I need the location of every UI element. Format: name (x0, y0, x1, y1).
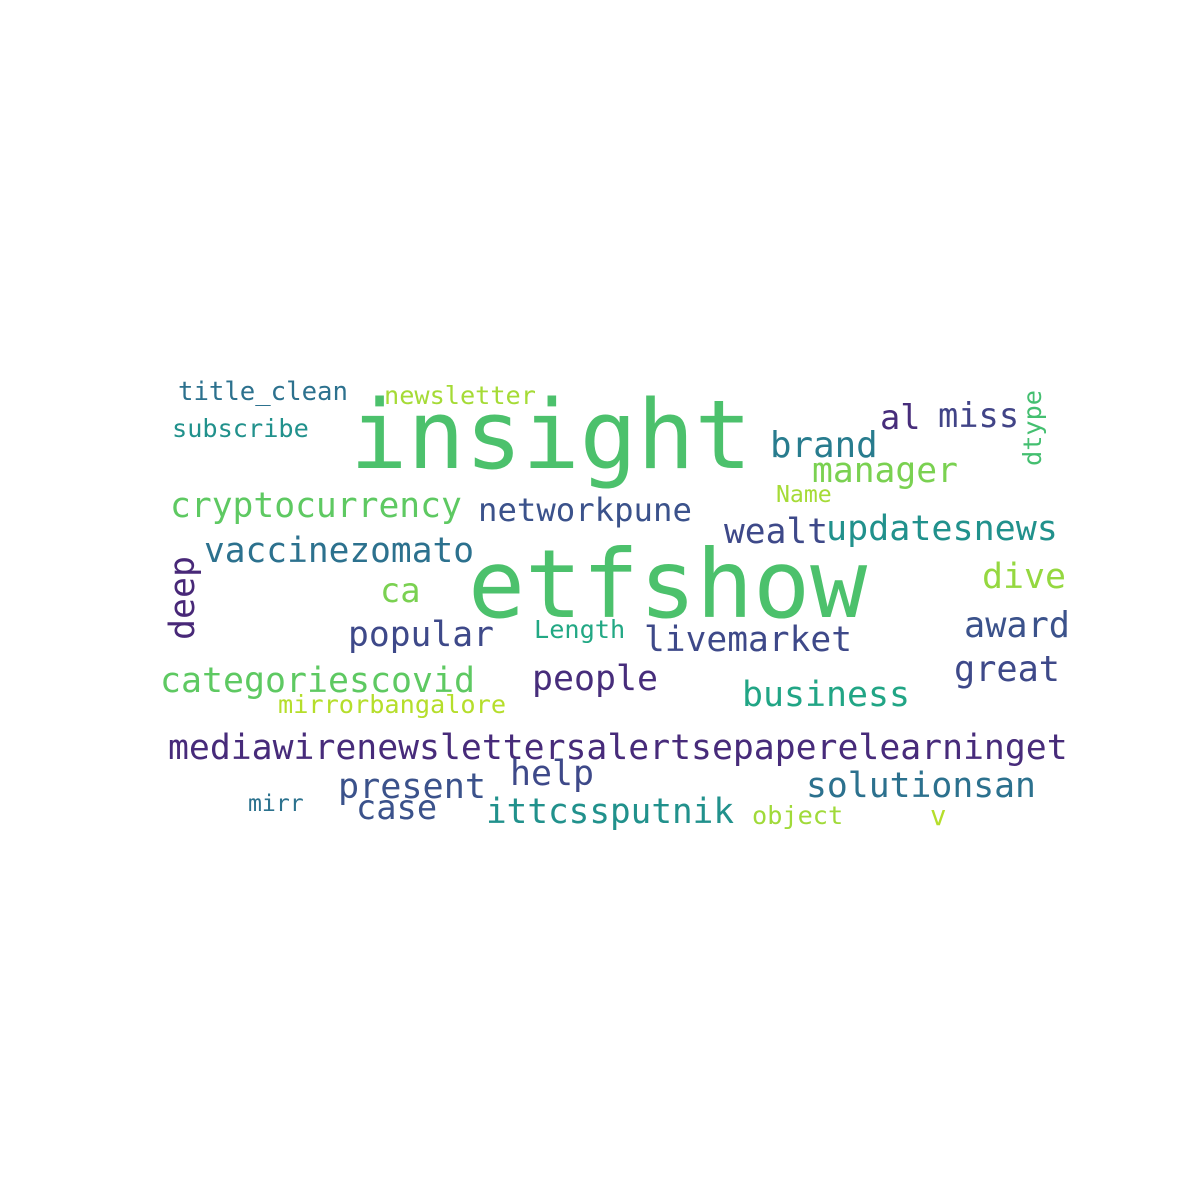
word: award (964, 605, 1070, 646)
word: insight (350, 380, 752, 491)
word: people (532, 659, 658, 699)
word: networkpune (478, 491, 692, 529)
word: great (954, 649, 1060, 690)
word: brand (770, 425, 878, 466)
word: ittcssputnik (486, 792, 735, 832)
word: livemarket (644, 620, 852, 660)
word: business (742, 675, 910, 715)
word: mirrorbangalore (278, 690, 507, 719)
word: Name (776, 482, 832, 508)
word: etfshow (468, 530, 868, 640)
word: miss (938, 396, 1020, 435)
word: manager (812, 451, 958, 491)
word: dive (982, 557, 1066, 597)
word: subscribe (172, 414, 309, 443)
word: wealt (724, 512, 828, 552)
word: updatesnews (826, 508, 1058, 549)
word: dtype (1018, 390, 1047, 466)
word: vaccinezomato (204, 531, 475, 571)
word: ca (380, 571, 421, 610)
word: present (338, 766, 486, 807)
word: solutionsan (806, 766, 1036, 806)
word: help (510, 754, 594, 794)
word: Length (534, 615, 626, 644)
word: categoriescovid (160, 661, 475, 701)
word: deep (163, 556, 203, 640)
word: v (930, 801, 947, 832)
word: cryptocurrency (170, 486, 462, 526)
word: mirr (248, 791, 304, 817)
word: case (356, 788, 438, 827)
word: object (752, 801, 844, 830)
word: newsletter (384, 381, 536, 410)
word: al (880, 398, 921, 437)
word: mediawirenewslettersalertsepaperelearnin… (168, 728, 1068, 768)
word: title_clean (178, 377, 348, 407)
word: popular (348, 615, 494, 655)
